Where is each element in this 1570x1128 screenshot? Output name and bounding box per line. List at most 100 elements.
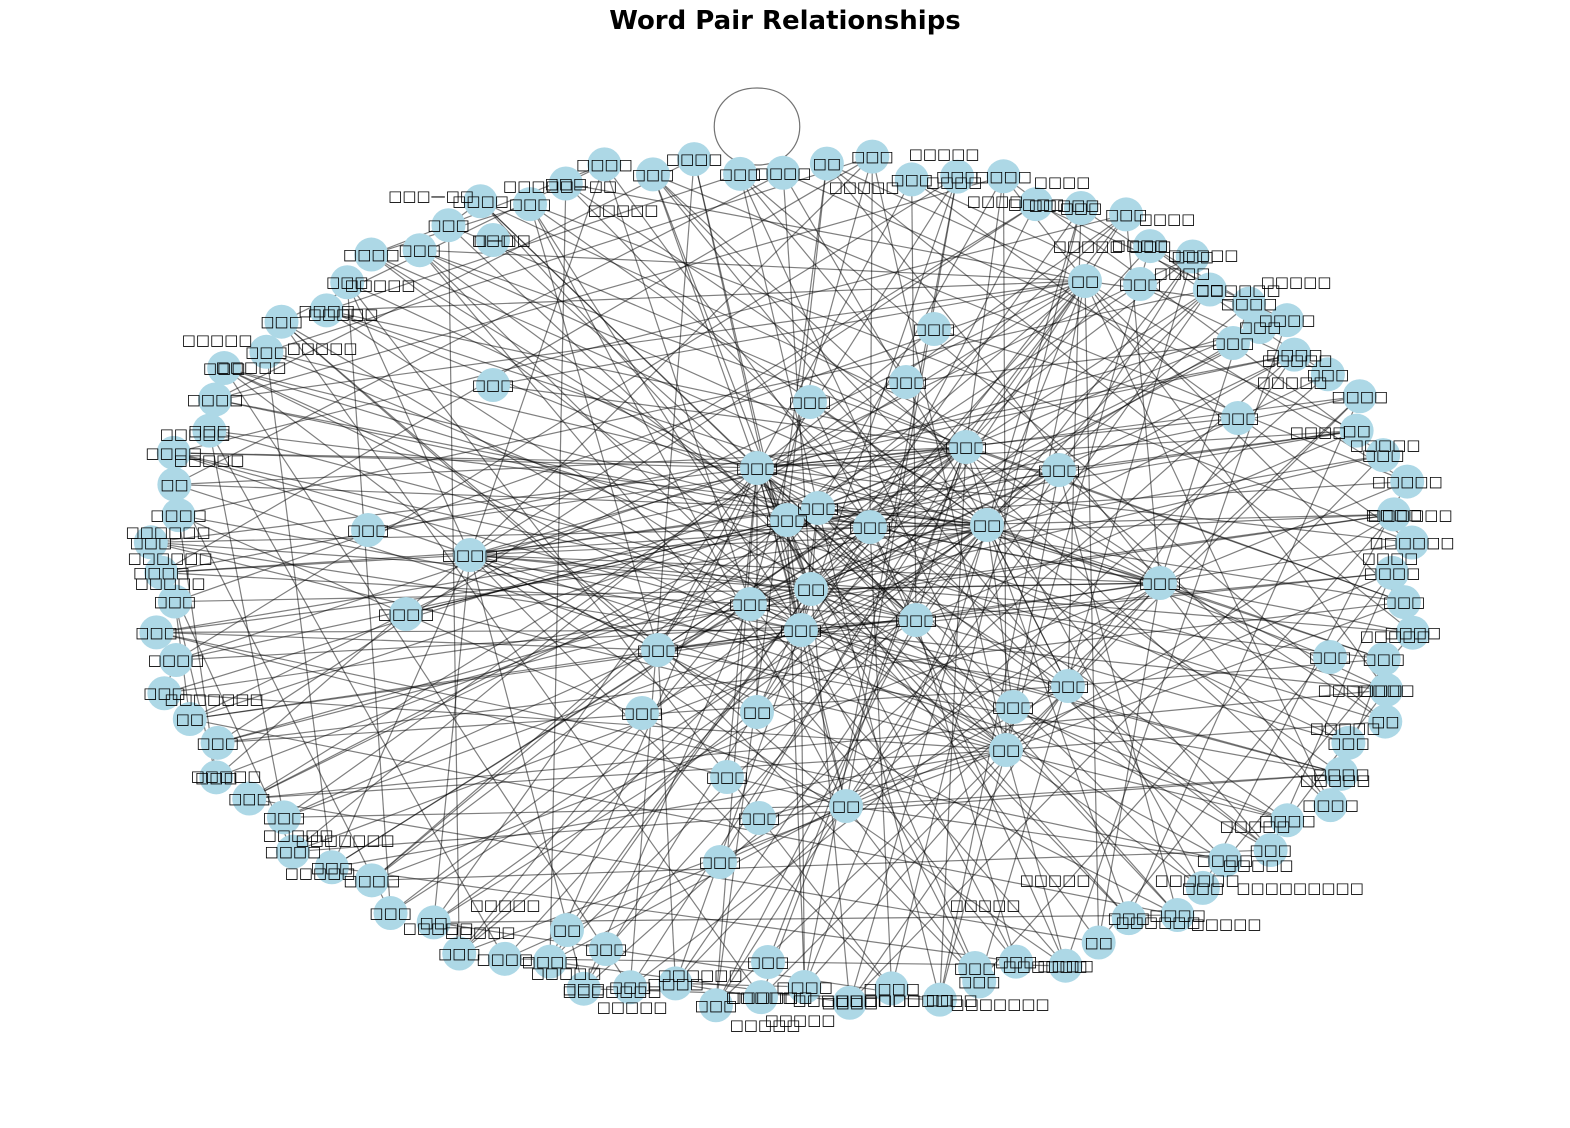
- node-label: □□□: [719, 165, 762, 183]
- node-label: □□□□□□: [1367, 506, 1452, 524]
- node-label: □□□: [1383, 593, 1426, 611]
- node-label: □□□: [1239, 318, 1282, 336]
- node-label: □□□□: [1149, 906, 1206, 924]
- node-circle: [1063, 190, 1098, 225]
- node-label: □□□□□□: [727, 988, 812, 1006]
- edge: [583, 603, 751, 989]
- node-circle: [751, 945, 785, 979]
- node-label: □□□□□□: [1317, 681, 1402, 699]
- node-label: □□□: [637, 641, 680, 659]
- node-label: □□□□: [442, 546, 499, 564]
- node-label: □□□□□□□: [562, 982, 661, 1000]
- edge: [217, 588, 812, 744]
- node-label: □□□□□: [1261, 273, 1332, 291]
- node-label: □□□□□□: [1115, 913, 1200, 931]
- edge: [458, 507, 819, 954]
- label-layer: □□□□□□ □□□□□□ □□□□□□□□□□□□□□ □□□□□□□□□□□□□□…: [125, 145, 1454, 1034]
- node-label: □□□□: [343, 871, 400, 889]
- edge: [549, 588, 812, 962]
- node-circle: [613, 970, 648, 1005]
- node-label: □□□: [851, 148, 894, 166]
- edge: [810, 588, 1271, 851]
- edge: [756, 467, 1413, 544]
- edge: [283, 649, 659, 818]
- edge: [817, 507, 1405, 603]
- node-circle: [1368, 704, 1403, 739]
- edge: [214, 175, 1004, 401]
- node-circle: [1324, 756, 1359, 791]
- node-label: □□□□□: [403, 919, 474, 937]
- edge: [223, 367, 1386, 723]
- node-label: □□□: [585, 940, 628, 958]
- edge: [156, 430, 1357, 633]
- edge: [173, 452, 758, 469]
- node-circle: [970, 508, 1004, 542]
- node-circle: [144, 555, 179, 590]
- node-label: □□□: [245, 343, 288, 361]
- node-circle: [416, 905, 451, 940]
- edge: [915, 256, 1194, 621]
- node-circle: [1366, 438, 1401, 473]
- edge: [986, 524, 1342, 775]
- node-label: □□□: [632, 165, 675, 183]
- edge: [174, 172, 784, 486]
- edge: [529, 203, 802, 631]
- node-label: □□□□□□: [1195, 281, 1280, 299]
- node-label: □□□□□: [160, 425, 231, 443]
- node-label: □□: [973, 516, 1001, 534]
- node-label: □□□□□□□: [295, 831, 394, 849]
- chart-title: Word Pair Relationships: [609, 6, 961, 36]
- edge: [175, 176, 958, 661]
- edge: [419, 249, 1086, 282]
- node-circle: [899, 603, 933, 637]
- node-circle: [1395, 615, 1430, 650]
- node-circle: [989, 733, 1023, 767]
- edge: [756, 430, 1357, 469]
- node-circle: [1042, 453, 1076, 487]
- node-circle: [133, 525, 168, 560]
- node-label: □□□□: [1154, 264, 1211, 282]
- node-circle: [1185, 870, 1220, 905]
- node-circle: [330, 265, 365, 300]
- node-circle: [533, 944, 568, 979]
- edge: [986, 524, 1130, 919]
- edge: [810, 588, 1130, 919]
- node-circle: [832, 985, 867, 1020]
- node-label: □□□□□: [950, 896, 1021, 914]
- node-circle: [513, 187, 548, 222]
- edge: [214, 398, 788, 521]
- edge: [782, 172, 1357, 432]
- edge: [529, 203, 1413, 544]
- node-label: □□□: [780, 621, 823, 639]
- edge: [1005, 245, 1151, 751]
- node-circle: [641, 633, 675, 667]
- node-label: □□: [1196, 281, 1224, 299]
- edge: [419, 249, 1405, 603]
- node-label: □□□—□□: [388, 187, 474, 205]
- edge: [652, 173, 988, 526]
- edge: [469, 554, 1178, 916]
- edge: [265, 351, 333, 868]
- node-label: □□□: [849, 518, 892, 536]
- edge: [629, 159, 695, 988]
- edge: [675, 524, 988, 984]
- edge: [371, 849, 1271, 881]
- node-label: □□□□□□: [835, 991, 920, 1009]
- node-circle: [1207, 843, 1242, 878]
- node-label: □□□□□: [182, 331, 253, 349]
- edge: [693, 158, 847, 807]
- node-circle: [1143, 566, 1177, 600]
- edge: [371, 582, 1161, 881]
- node-circle: [1313, 640, 1347, 674]
- node-circle: [1342, 379, 1377, 414]
- edge: [603, 163, 871, 528]
- edge: [911, 178, 1413, 544]
- node-label: □□□: [326, 273, 369, 291]
- node-circle: [192, 413, 227, 448]
- node-circle: [1376, 497, 1411, 532]
- node-label: □□□□□: [1257, 373, 1328, 391]
- node-label: □□□: [797, 499, 840, 517]
- node-label: □□□□□: [531, 964, 602, 982]
- edge: [652, 173, 1408, 483]
- edge: [419, 249, 1017, 963]
